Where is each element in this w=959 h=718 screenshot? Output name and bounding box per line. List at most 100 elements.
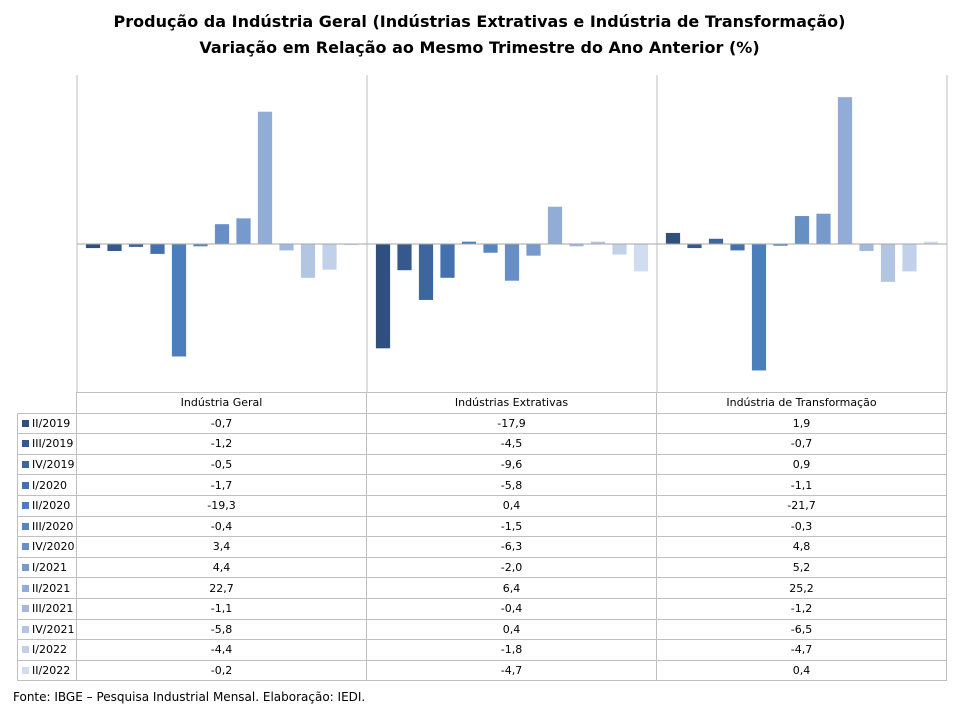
data-value: -0,7 bbox=[656, 433, 947, 455]
data-value: 0,4 bbox=[656, 659, 947, 682]
series-legend-label: II/2020 bbox=[17, 494, 77, 517]
data-value: -5,8 bbox=[366, 474, 657, 496]
legend-swatch bbox=[22, 543, 29, 551]
legend-swatch bbox=[22, 522, 29, 530]
table-row: II/2019 -0,7 -17,9 1,9 bbox=[17, 412, 947, 435]
series-name: III/2021 bbox=[32, 602, 74, 616]
data-value: -21,7 bbox=[656, 494, 947, 517]
series-legend-label: IV/2021 bbox=[17, 618, 77, 641]
data-value: 1,9 bbox=[656, 412, 947, 435]
data-value: 0,4 bbox=[366, 494, 657, 517]
bar-I-2022-0 bbox=[322, 244, 337, 270]
legend-swatch bbox=[22, 605, 29, 613]
legend-swatch bbox=[22, 502, 29, 510]
data-value: -6,3 bbox=[366, 536, 657, 558]
series-name: I/2022 bbox=[32, 643, 67, 657]
legend-swatch bbox=[22, 461, 29, 469]
bar-I-2021-1 bbox=[526, 244, 541, 256]
series-legend-label: II/2019 bbox=[17, 412, 77, 435]
table-row: II/2020 -19,3 0,4 -21,7 bbox=[17, 494, 947, 517]
series-name: IV/2021 bbox=[32, 622, 75, 636]
legend-swatch bbox=[22, 564, 29, 572]
series-name: I/2021 bbox=[32, 561, 67, 575]
bar-II-2021-2 bbox=[837, 97, 853, 244]
bar-IV-2020-1 bbox=[504, 244, 520, 281]
bar-II-2021-0 bbox=[257, 111, 273, 244]
legend-swatch bbox=[22, 419, 29, 427]
series-name: II/2020 bbox=[32, 499, 71, 513]
data-value: -1,1 bbox=[76, 597, 367, 620]
category-header: Indústria Geral bbox=[76, 392, 367, 414]
bar-IV-2020-2 bbox=[794, 216, 810, 244]
bar-I-2021-0 bbox=[236, 218, 251, 244]
data-table-header: Indústria Geral Indústrias Extrativas Indú… bbox=[18, 392, 947, 414]
legend-swatch bbox=[22, 584, 29, 592]
bar-II-2019-0 bbox=[85, 244, 101, 249]
data-value: -6,5 bbox=[656, 618, 947, 641]
data-value: -4,5 bbox=[366, 433, 657, 455]
series-legend-label: I/2021 bbox=[17, 556, 77, 579]
bar-IV-2019-1 bbox=[418, 244, 434, 300]
bar-IV-2021-1 bbox=[590, 241, 606, 244]
bar-III-2021-0 bbox=[279, 244, 294, 251]
bar-I-2020-1 bbox=[440, 244, 455, 278]
source-note: Fonte: IBGE – Pesquisa Industrial Mensal… bbox=[13, 690, 366, 704]
series-legend-label: III/2021 bbox=[17, 597, 77, 620]
table-row: IV/2019 -0,5 -9,6 0,9 bbox=[17, 453, 947, 476]
data-value: -4,7 bbox=[656, 639, 947, 661]
bar-III-2019-2 bbox=[687, 244, 702, 249]
bar-III-2021-2 bbox=[859, 244, 874, 251]
data-value: -4,7 bbox=[366, 659, 657, 682]
data-value: -5,8 bbox=[76, 618, 367, 641]
data-value: -1,8 bbox=[366, 639, 657, 661]
series-legend-label: II/2022 bbox=[17, 659, 77, 682]
series-name: III/2019 bbox=[32, 437, 74, 451]
table-row: IV/2020 3,4 -6,3 4,8 bbox=[17, 536, 947, 558]
data-value: 6,4 bbox=[366, 577, 657, 599]
series-legend-label: III/2020 bbox=[17, 515, 77, 538]
data-value: 4,8 bbox=[656, 536, 947, 558]
bar-IV-2021-2 bbox=[880, 244, 896, 282]
data-value: -0,4 bbox=[76, 515, 367, 538]
bar-II-2019-1 bbox=[375, 244, 391, 349]
data-value: 25,2 bbox=[656, 577, 947, 599]
series-legend-label: III/2019 bbox=[17, 433, 77, 455]
series-name: II/2019 bbox=[32, 416, 71, 430]
category-header: Indústrias Extrativas bbox=[366, 392, 657, 414]
bar-III-2020-1 bbox=[483, 244, 498, 253]
data-value: -0,2 bbox=[76, 659, 367, 682]
data-value: -0,5 bbox=[76, 453, 367, 476]
series-legend-label: I/2022 bbox=[17, 639, 77, 661]
bar-III-2019-1 bbox=[397, 244, 412, 271]
table-row: III/2019 -1,2 -4,5 -0,7 bbox=[17, 433, 947, 455]
data-value: -1,2 bbox=[76, 433, 367, 455]
data-value: -1,7 bbox=[76, 474, 367, 496]
series-name: II/2021 bbox=[32, 581, 71, 595]
category-header: Indústria de Transformação bbox=[656, 392, 947, 414]
data-value: 3,4 bbox=[76, 536, 367, 558]
data-value: -19,3 bbox=[76, 494, 367, 517]
bar-II-2022-2 bbox=[923, 241, 939, 244]
legend-swatch bbox=[22, 481, 29, 489]
data-value: 5,2 bbox=[656, 556, 947, 579]
bar-I-2020-2 bbox=[730, 244, 745, 251]
series-legend-label: II/2021 bbox=[17, 577, 77, 599]
series-legend-label: IV/2019 bbox=[17, 453, 77, 476]
bar-III-2020-2 bbox=[773, 244, 788, 246]
table-row: IV/2021 -5,8 0,4 -6,5 bbox=[17, 618, 947, 641]
data-value: 0,4 bbox=[366, 618, 657, 641]
bar-IV-2021-0 bbox=[300, 244, 316, 278]
data-value: -1,2 bbox=[656, 597, 947, 620]
table-row: III/2020 -0,4 -1,5 -0,3 bbox=[17, 515, 947, 538]
legend-swatch bbox=[22, 440, 29, 448]
data-value: -1,5 bbox=[366, 515, 657, 538]
data-value: -0,7 bbox=[76, 412, 367, 435]
bar-IV-2019-2 bbox=[708, 238, 724, 244]
bar-III-2021-1 bbox=[569, 244, 584, 247]
table-row: I/2021 4,4 -2,0 5,2 bbox=[17, 556, 947, 579]
table-row: I/2020 -1,7 -5,8 -1,1 bbox=[17, 474, 947, 496]
data-value: 22,7 bbox=[76, 577, 367, 599]
data-value: -0,3 bbox=[656, 515, 947, 538]
bar-I-2020-0 bbox=[150, 244, 165, 254]
bar-IV-2020-0 bbox=[214, 224, 230, 244]
